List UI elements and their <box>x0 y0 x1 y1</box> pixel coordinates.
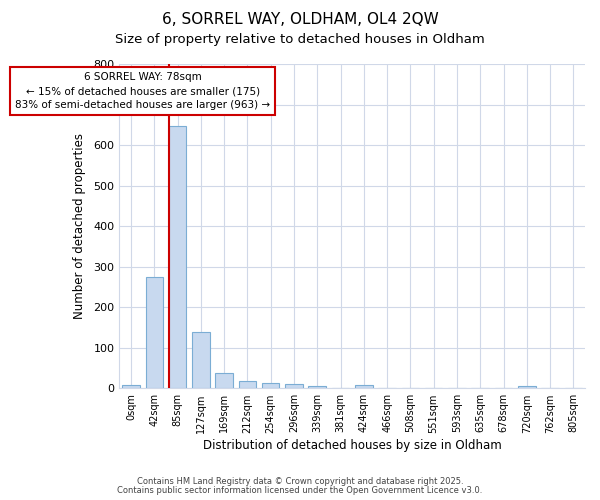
Bar <box>169 126 186 388</box>
Bar <box>285 384 302 388</box>
X-axis label: Distribution of detached houses by size in Oldham: Distribution of detached houses by size … <box>203 440 502 452</box>
Text: 6 SORREL WAY: 78sqm
← 15% of detached houses are smaller (175)
83% of semi-detac: 6 SORREL WAY: 78sqm ← 15% of detached ho… <box>15 72 270 110</box>
Bar <box>262 384 280 388</box>
Text: 6, SORREL WAY, OLDHAM, OL4 2QW: 6, SORREL WAY, OLDHAM, OL4 2QW <box>161 12 439 28</box>
Text: Contains HM Land Registry data © Crown copyright and database right 2025.: Contains HM Land Registry data © Crown c… <box>137 477 463 486</box>
Bar <box>146 277 163 388</box>
Y-axis label: Number of detached properties: Number of detached properties <box>73 133 86 319</box>
Bar <box>518 386 536 388</box>
Bar <box>355 385 373 388</box>
Bar <box>192 332 209 388</box>
Bar <box>308 386 326 388</box>
Bar <box>122 385 140 388</box>
Bar <box>215 373 233 388</box>
Text: Size of property relative to detached houses in Oldham: Size of property relative to detached ho… <box>115 32 485 46</box>
Text: Contains public sector information licensed under the Open Government Licence v3: Contains public sector information licen… <box>118 486 482 495</box>
Bar <box>239 381 256 388</box>
